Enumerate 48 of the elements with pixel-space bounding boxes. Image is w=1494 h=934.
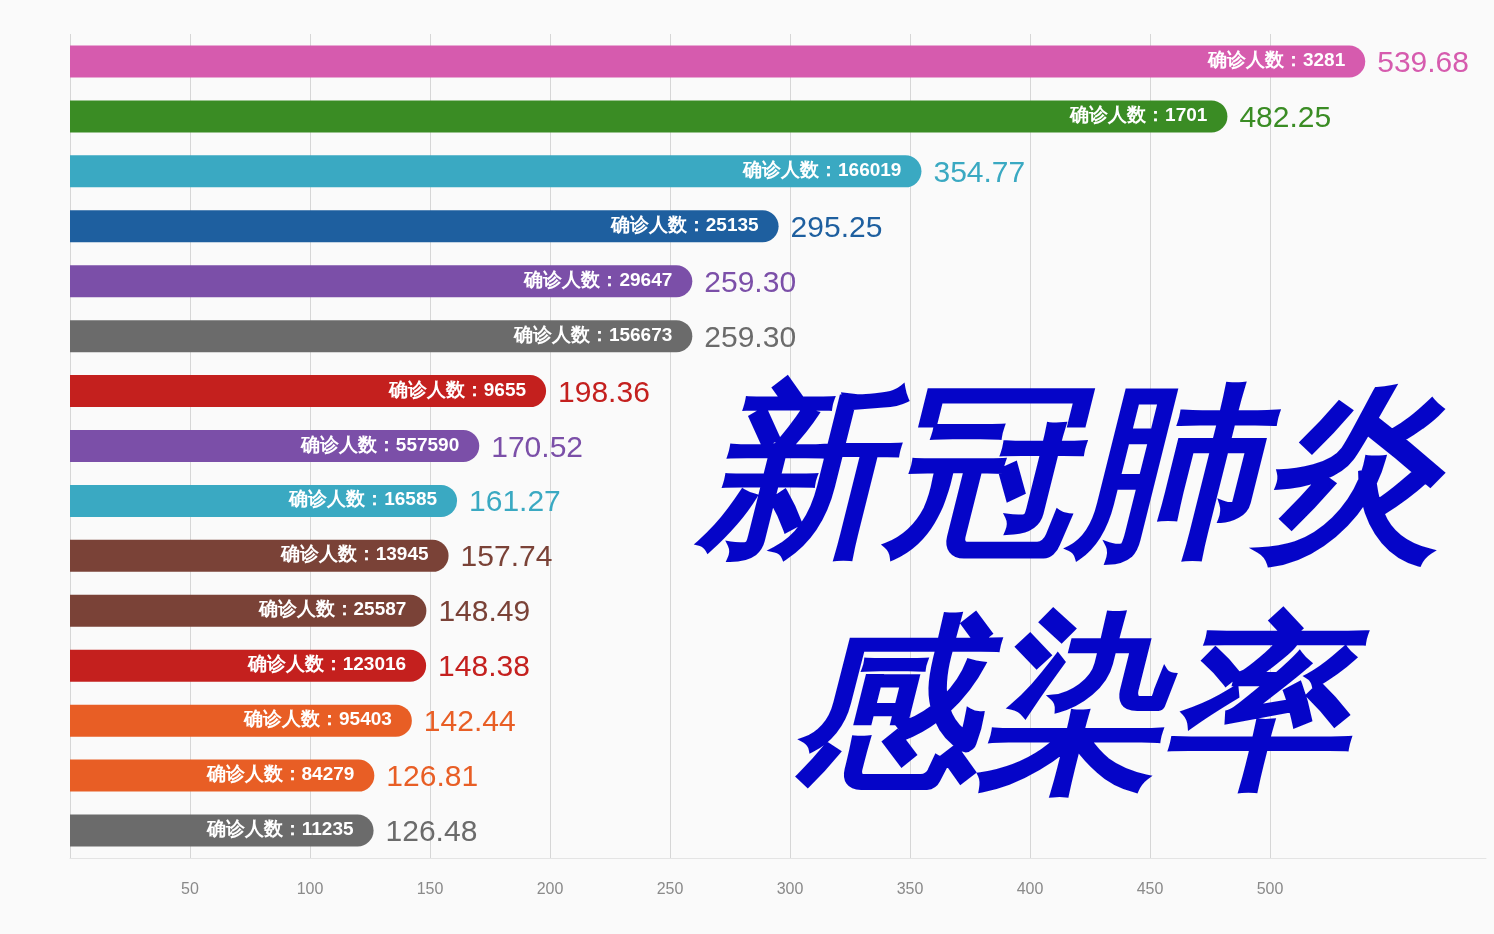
bar	[70, 210, 779, 243]
annotation: 确诊人数：557590	[299, 433, 460, 455]
annotation: 确诊人数：123016	[246, 653, 407, 675]
data-label: 482.25	[1239, 99, 1332, 133]
text: 新冠肺炎感染率	[693, 362, 1446, 812]
data-label: 126.81	[386, 759, 479, 793]
annotation: 确诊人数：11235	[205, 818, 354, 840]
bar	[70, 45, 1366, 78]
data-label: 157.74	[460, 539, 553, 573]
data-label: 142.44	[423, 704, 516, 738]
x-tick-label: 250	[656, 879, 684, 897]
annotation: 确诊人数：95403	[243, 708, 392, 730]
x-tick-label: 150	[416, 879, 444, 897]
data-label: 295.25	[790, 209, 883, 243]
bar	[70, 320, 693, 353]
data-label: 259.30	[704, 264, 797, 298]
annotation: 确诊人数：29647	[523, 268, 673, 290]
data-label: 161.27	[469, 484, 561, 518]
annotation: 确诊人数：84279	[205, 763, 355, 785]
annotation: 确诊人数：166019	[742, 158, 902, 180]
data-label: 539.68	[1377, 44, 1469, 78]
annotation: 确诊人数：25135	[609, 213, 760, 235]
x-tick-label: 350	[896, 879, 924, 897]
data-label: 126.48	[385, 814, 478, 848]
x-tick-label: 100	[296, 879, 324, 897]
annotation: 确诊人数：9655	[387, 378, 527, 400]
x-tick-label: 400	[1016, 879, 1044, 897]
annotation: 确诊人数：3281	[1206, 48, 1346, 70]
x-tick-label: 300	[776, 879, 804, 897]
data-label: 198.36	[558, 374, 650, 408]
annotation: 确诊人数：1701	[1069, 103, 1208, 125]
annotation: 确诊人数：156673	[512, 323, 673, 345]
annotation: 确诊人数：25587	[257, 598, 407, 620]
bar	[70, 155, 922, 188]
data-label: 148.38	[438, 649, 530, 683]
x-tick-label: 200	[536, 879, 564, 897]
annotation: 确诊人数：16585	[288, 488, 438, 510]
bar	[70, 265, 693, 298]
x-tick-label: 500	[1256, 879, 1284, 897]
annotation: 确诊人数：13945	[279, 543, 429, 565]
data-label: 354.77	[933, 154, 1026, 188]
data-label: 148.49	[438, 594, 531, 628]
data-label: 259.30	[704, 319, 797, 353]
bar	[70, 100, 1228, 133]
x-tick-label: 450	[1136, 879, 1164, 897]
x-tick-label: 50	[181, 879, 199, 897]
data-label: 170.52	[491, 429, 584, 463]
bar	[70, 375, 547, 408]
